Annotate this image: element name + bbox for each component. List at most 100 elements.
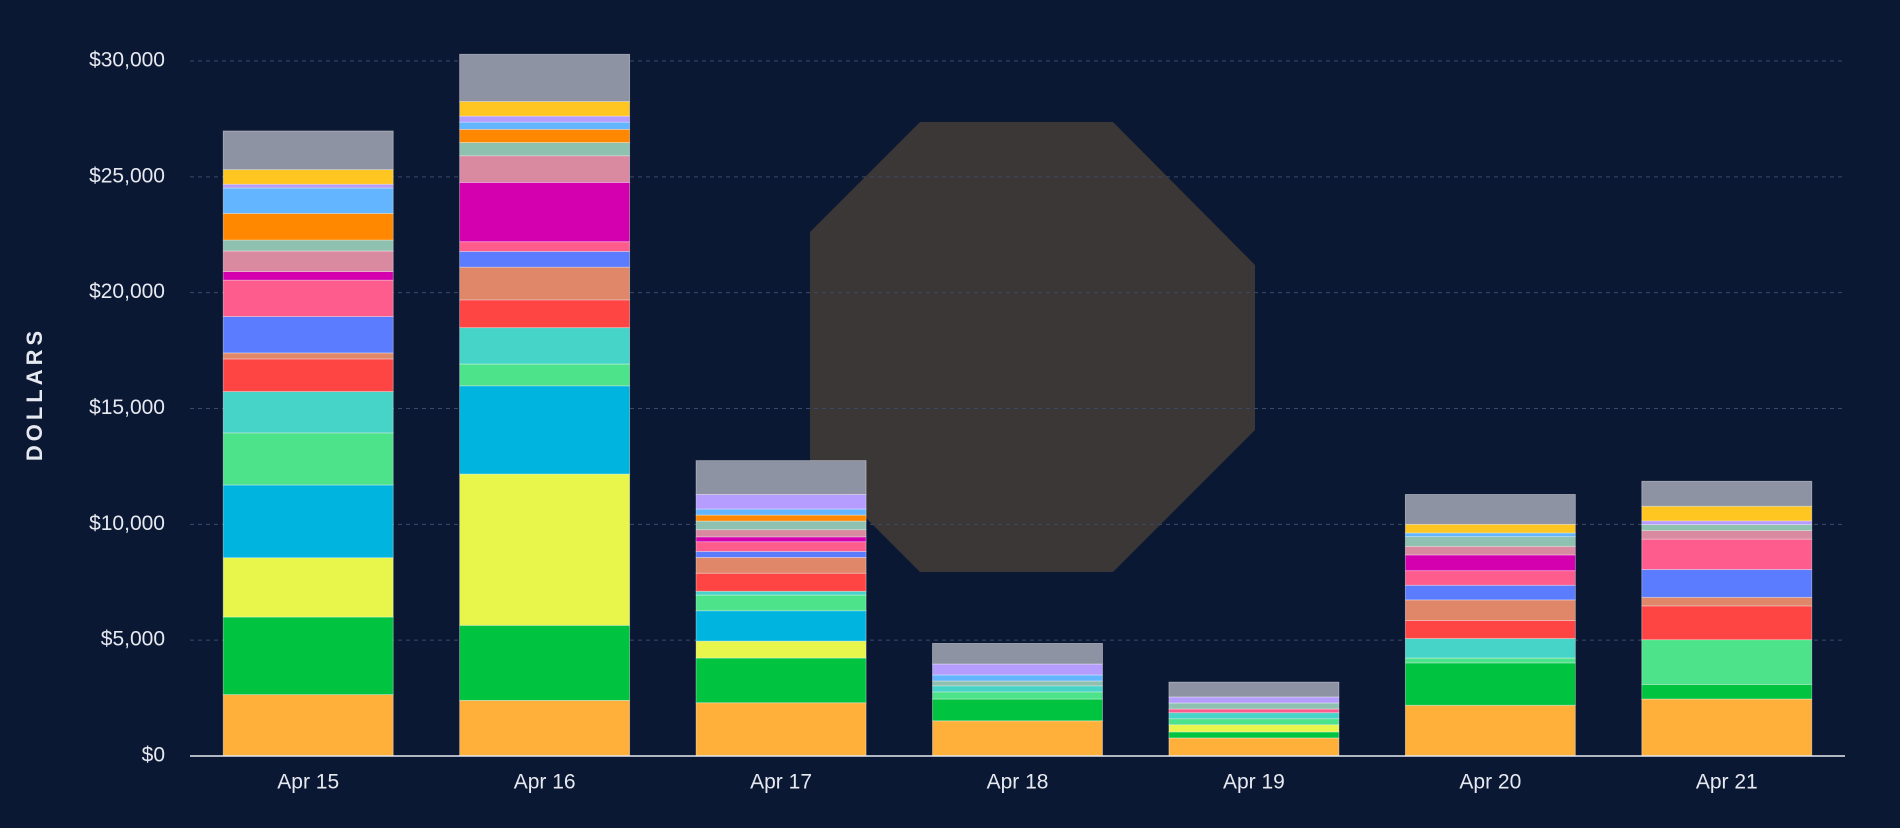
- bar-segment: [1168, 696, 1340, 704]
- bar-segment: [1641, 569, 1813, 598]
- bar-segment: [459, 251, 631, 268]
- x-tick-label: Apr 19: [1223, 771, 1285, 794]
- bar-segment: [459, 385, 631, 475]
- bar-segment: [1404, 584, 1576, 601]
- bar-segment: [1404, 536, 1576, 547]
- bar-segment: [459, 363, 631, 387]
- bar-segment: [1404, 532, 1576, 538]
- bar-segment: [1641, 698, 1813, 757]
- bar-segment: [932, 663, 1103, 676]
- bar-segment: [1641, 538, 1813, 570]
- bar-segment: [695, 551, 867, 558]
- y-tick-label: $15,000: [89, 396, 165, 419]
- bar-segment: [459, 241, 631, 252]
- y-tick-label: $10,000: [89, 512, 165, 535]
- bar-segment: [222, 271, 394, 281]
- bar-segment: [1641, 480, 1813, 507]
- bar-segment: [1168, 702, 1340, 710]
- x-tick-label: Apr 21: [1696, 771, 1758, 794]
- bar-segment: [222, 183, 394, 189]
- y-tick-label: $30,000: [89, 49, 165, 72]
- bar-segment: [1404, 662, 1576, 706]
- bar-segment: [222, 557, 394, 618]
- bar-segment: [222, 213, 394, 241]
- bar-segment: [1168, 708, 1340, 714]
- bar-segment: [695, 702, 867, 757]
- bar-segment: [695, 541, 867, 552]
- bar-segment: [932, 698, 1103, 722]
- bar-segment: [459, 266, 631, 301]
- bar-segment: [1404, 599, 1576, 621]
- bar-segment: [459, 121, 631, 130]
- bar-segment: [459, 128, 631, 143]
- x-tick-label: Apr 20: [1459, 771, 1521, 794]
- bar-segment: [1168, 724, 1340, 733]
- bar-segment: [932, 680, 1103, 687]
- bar-segment: [1404, 657, 1576, 664]
- bar-segment: [459, 101, 631, 117]
- bar-segment: [932, 643, 1103, 665]
- bar-segment: [1641, 530, 1813, 540]
- bar-segment: [222, 239, 394, 252]
- bar-segment: [695, 590, 867, 596]
- bar-segment: [459, 115, 631, 123]
- bar-segment: [222, 316, 394, 354]
- bar-segment: [695, 640, 867, 659]
- x-tick-label: Apr 18: [987, 771, 1049, 794]
- bar-segment: [932, 720, 1103, 757]
- bar-segment: [222, 250, 394, 272]
- bar-segment: [459, 181, 631, 243]
- bar-segment: [695, 610, 867, 642]
- bar-segment: [695, 508, 867, 516]
- y-tick-label: $25,000: [89, 164, 165, 187]
- bar-segment: [695, 494, 867, 510]
- bar-segment: [695, 572, 867, 592]
- bar-segment: [459, 299, 631, 329]
- bar-segment: [222, 130, 394, 171]
- bar-segment: [932, 691, 1103, 700]
- bar-segment: [222, 432, 394, 486]
- bar-segment: [932, 685, 1103, 693]
- bar-segment: [1404, 523, 1576, 534]
- y-tick-label: $20,000: [89, 280, 165, 303]
- bar-segment: [222, 358, 394, 392]
- bar-segment: [1404, 570, 1576, 586]
- bar-segment: [459, 53, 631, 102]
- bar-segment: [1641, 639, 1813, 685]
- bar-segment: [222, 616, 394, 696]
- bar-segment: [459, 624, 631, 701]
- bar-segment: [1404, 545, 1576, 556]
- bar-segment: [695, 460, 867, 495]
- bar-segment: [695, 557, 867, 574]
- bar-segment: [459, 700, 631, 757]
- bar-segment: [1404, 494, 1576, 525]
- bar-segment: [222, 352, 394, 360]
- bar-segment: [695, 520, 867, 531]
- bar-segment: [222, 391, 394, 434]
- watermark-logo: [810, 122, 1255, 572]
- bar-segment: [459, 473, 631, 626]
- bar-segment: [1641, 524, 1813, 531]
- bar-segment: [1168, 737, 1340, 757]
- bar-segment: [1641, 605, 1813, 641]
- bar-segment: [695, 514, 867, 522]
- bar-segment: [1641, 596, 1813, 607]
- bar-segment: [1404, 638, 1576, 659]
- bar-segment: [695, 536, 867, 543]
- bar-segment: [1168, 681, 1340, 698]
- bar-segment: [1641, 505, 1813, 522]
- bar-segment: [1641, 684, 1813, 700]
- bar-segment: [222, 484, 394, 559]
- bar-segment: [695, 657, 867, 704]
- bar-segment: [695, 594, 867, 612]
- bar-segment: [1168, 718, 1340, 726]
- bar-segment: [1404, 554, 1576, 572]
- bar-segment: [459, 142, 631, 157]
- bar-segment: [1404, 704, 1576, 757]
- bar-segment: [932, 674, 1103, 682]
- bar-segment: [1168, 712, 1340, 720]
- x-tick-label: Apr 17: [750, 771, 812, 794]
- bar-segment: [222, 187, 394, 214]
